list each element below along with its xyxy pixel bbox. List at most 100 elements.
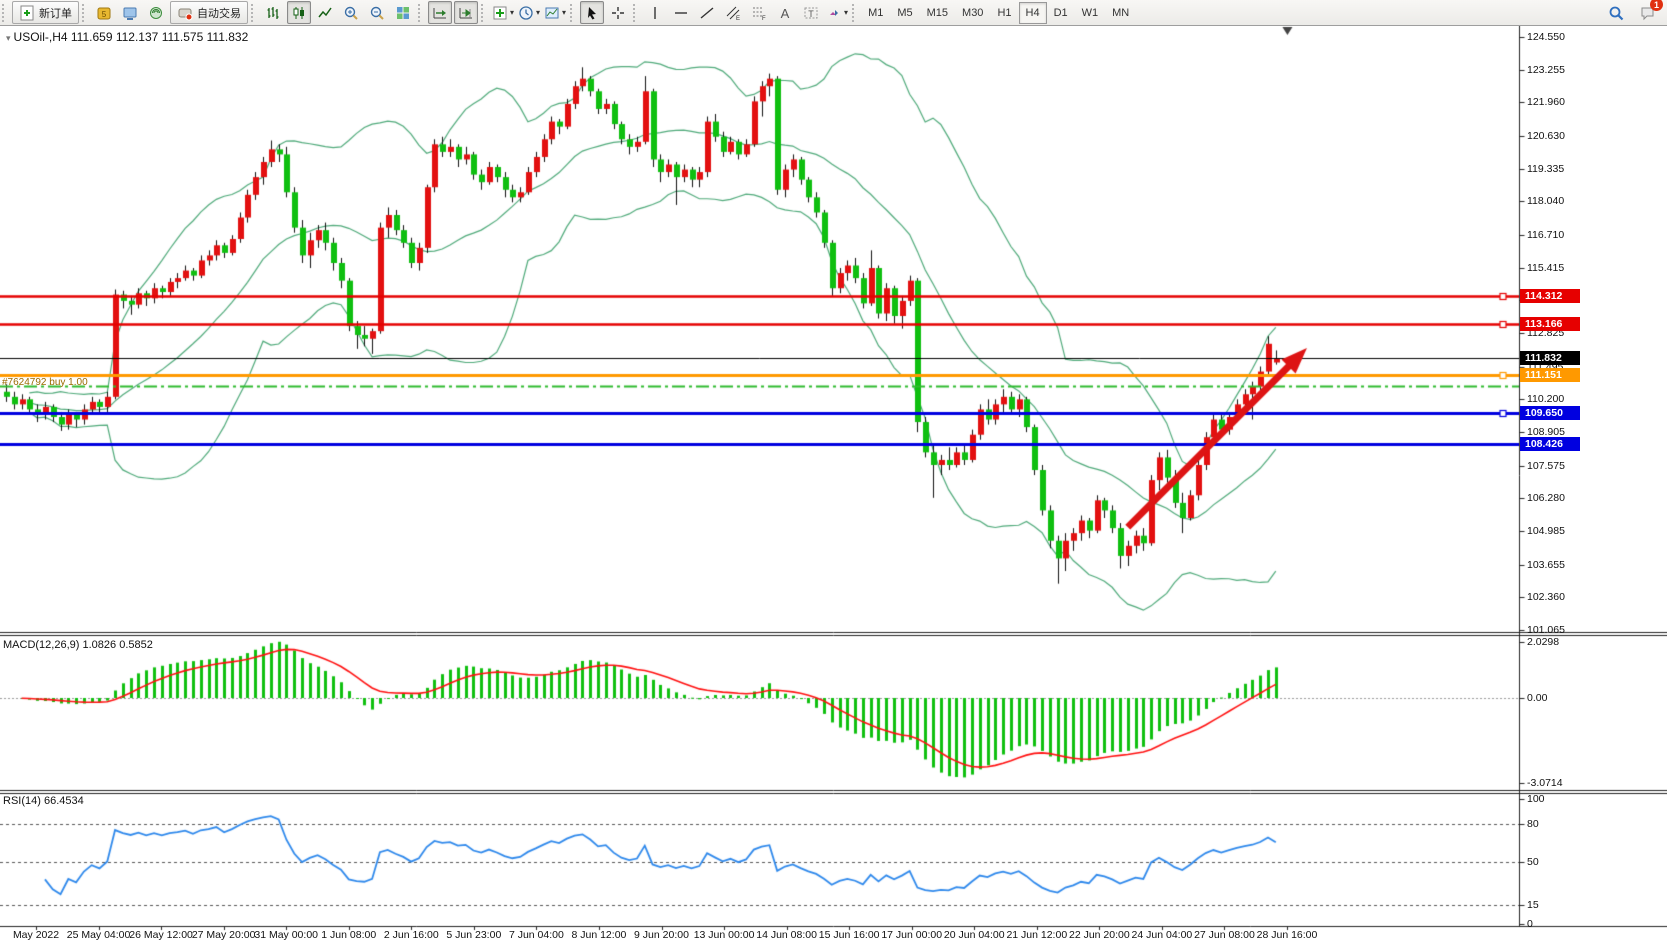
resistance-line-1-price-badge: 114.312 bbox=[1520, 288, 1580, 303]
search-button[interactable] bbox=[1604, 1, 1628, 24]
price-tick-label: 115.415 bbox=[1527, 261, 1565, 274]
horizontal-line-button[interactable] bbox=[669, 1, 693, 24]
crosshair-button[interactable] bbox=[606, 1, 630, 24]
open-position-label: #7624792 buy 1.00 bbox=[2, 377, 88, 389]
new-order-button-label: 新订单 bbox=[39, 7, 72, 20]
price-tick-label: 124.550 bbox=[1527, 31, 1565, 43]
text-button[interactable]: A bbox=[773, 1, 797, 24]
rsi-tick-label: 100 bbox=[1527, 793, 1545, 805]
virtual-hosting-button[interactable] bbox=[118, 1, 142, 24]
zoom-out-icon bbox=[369, 5, 385, 21]
macd-indicator-label: MACD(12,26,9) 1.0826 0.5852 bbox=[3, 639, 153, 651]
price-tick-label: 106.280 bbox=[1527, 492, 1565, 505]
chart-symbol-title: ▾ USOil-,H4 111.659 112.137 111.575 111.8… bbox=[6, 30, 248, 44]
chevron-down-icon[interactable]: ▾ bbox=[562, 8, 567, 17]
chevron-down-icon[interactable]: ▾ bbox=[844, 8, 849, 17]
price-tick-label: 120.630 bbox=[1527, 129, 1565, 142]
time-axis[interactable]: May 2022 25 May 04:00 26 May 12:00 27 May 2… bbox=[0, 926, 1667, 944]
support-line-1-price-badge: 109.650 bbox=[1520, 406, 1580, 421]
mql5-icon: 5 bbox=[96, 5, 112, 21]
zoom-in-button[interactable] bbox=[339, 1, 363, 24]
timeframe-m1[interactable]: M1 bbox=[868, 6, 884, 19]
timeframe-m30[interactable]: M30 bbox=[962, 6, 984, 19]
new-order-icon bbox=[19, 5, 35, 21]
new-order-button[interactable]: 新订单 bbox=[12, 1, 79, 24]
time-tick-label: 20 Jun 04:00 bbox=[943, 929, 1005, 941]
rsi-tick-label: 80 bbox=[1527, 818, 1539, 830]
time-tick-label: 31 May 00:00 bbox=[254, 929, 319, 941]
text-label-icon: T bbox=[803, 5, 819, 21]
toolbar-gripper bbox=[251, 3, 258, 22]
vertical-line-icon bbox=[647, 5, 663, 21]
timeframe-mn[interactable]: MN bbox=[1112, 6, 1130, 19]
resistance-line-2-price-badge: 113.166 bbox=[1520, 317, 1580, 332]
chart-shift-icon bbox=[458, 5, 474, 21]
symbol-dropdown-icon[interactable]: ▾ bbox=[6, 33, 11, 43]
toolbar-gripper bbox=[418, 3, 425, 22]
templates-button[interactable]: ▾ bbox=[543, 1, 567, 24]
line-chart-button[interactable] bbox=[313, 1, 337, 24]
autotrading-button[interactable]: 自动交易 bbox=[170, 1, 248, 24]
autoscroll-icon bbox=[432, 5, 448, 21]
timeframe-m15[interactable]: M15 bbox=[926, 6, 949, 19]
mql5-button[interactable]: 5 bbox=[92, 1, 116, 24]
svg-text:5: 5 bbox=[102, 10, 107, 19]
signals-button[interactable] bbox=[144, 1, 168, 24]
notifications-button[interactable]: 1 bbox=[1636, 0, 1663, 24]
toolbar-gripper bbox=[633, 3, 640, 22]
price-tick-label: 107.575 bbox=[1527, 459, 1565, 472]
ohlc-close: 111.832 bbox=[206, 30, 249, 44]
tile-windows-icon bbox=[395, 5, 411, 21]
bar-chart-button[interactable] bbox=[261, 1, 285, 24]
fibonacci-button[interactable]: F bbox=[747, 1, 771, 24]
timeframe-m5[interactable]: M5 bbox=[897, 6, 913, 19]
time-tick-label: 15 Jun 16:00 bbox=[818, 929, 880, 941]
chevron-down-icon[interactable]: ▾ bbox=[536, 8, 541, 17]
crosshair-icon bbox=[610, 5, 626, 21]
price-tick-label: 119.335 bbox=[1527, 162, 1565, 175]
zoom-out-button[interactable] bbox=[365, 1, 389, 24]
macd-tick-label: -3.0714 bbox=[1527, 776, 1563, 789]
time-tick-label: 27 May 20:00 bbox=[191, 929, 256, 941]
tile-windows-button[interactable] bbox=[391, 1, 415, 24]
indicators-button[interactable]: ▾ bbox=[491, 1, 515, 24]
time-tick-label: 1 Jun 08:00 bbox=[321, 929, 377, 941]
vertical-line-button[interactable] bbox=[643, 1, 667, 24]
chart-shift-button[interactable] bbox=[454, 1, 478, 24]
timeframe-d1[interactable]: D1 bbox=[1053, 6, 1068, 19]
periods-button[interactable]: ▾ bbox=[517, 1, 541, 24]
candlestick-chart-button[interactable] bbox=[287, 1, 311, 24]
price-tick-label: 104.985 bbox=[1527, 525, 1565, 538]
time-tick-label: 2 Jun 16:00 bbox=[383, 929, 439, 941]
arrows-button[interactable]: ▾ bbox=[825, 1, 849, 24]
ohlc-low: 111.575 bbox=[161, 30, 204, 44]
time-tick-label: 27 Jun 08:00 bbox=[1194, 929, 1255, 941]
time-tick-label: 17 Jun 00:00 bbox=[881, 929, 943, 941]
time-tick-label: May 2022 bbox=[12, 929, 60, 941]
autotrading-icon bbox=[177, 5, 193, 21]
timeframe-w1[interactable]: W1 bbox=[1081, 6, 1099, 19]
text-label-button[interactable]: T bbox=[799, 1, 823, 24]
price-axis[interactable]: 124.550 123.255 121.960 120.630 119.335 118.0… bbox=[1520, 25, 1667, 930]
channel-button[interactable]: E bbox=[721, 1, 745, 24]
timeframe-h4[interactable]: H4 bbox=[1018, 1, 1047, 24]
autoscroll-button[interactable] bbox=[428, 1, 452, 24]
virtual-hosting-icon bbox=[122, 5, 138, 21]
price-tick-label: 121.960 bbox=[1527, 96, 1565, 109]
periods-icon bbox=[518, 5, 534, 21]
timeframe-h1[interactable]: H1 bbox=[997, 6, 1012, 19]
text-icon: A bbox=[777, 5, 793, 21]
trendline-button[interactable] bbox=[695, 1, 719, 24]
price-tick-label: 108.905 bbox=[1527, 426, 1565, 439]
candlestick-chart-icon bbox=[291, 5, 307, 21]
cursor-button[interactable] bbox=[580, 1, 605, 24]
svg-text:A: A bbox=[781, 6, 790, 21]
symbol-name: USOil-,H4 bbox=[13, 30, 68, 44]
chevron-down-icon[interactable]: ▾ bbox=[510, 8, 515, 17]
time-tick-label: 26 May 12:00 bbox=[129, 929, 193, 941]
horizontal-line-icon bbox=[673, 5, 689, 21]
toolbar-gripper bbox=[852, 3, 859, 22]
price-tick-label: 102.360 bbox=[1527, 591, 1565, 604]
